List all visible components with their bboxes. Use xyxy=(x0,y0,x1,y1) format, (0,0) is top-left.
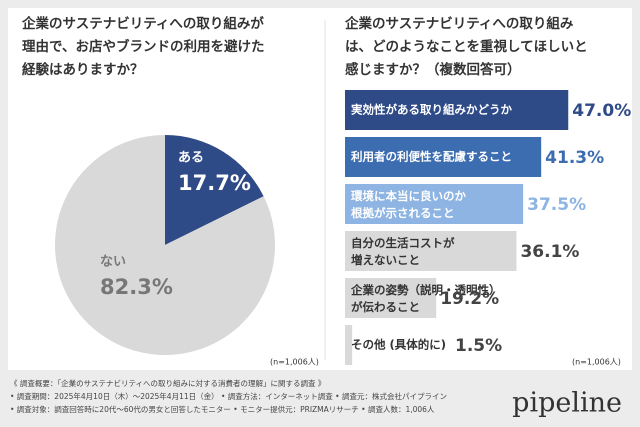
value-label: 19.2% xyxy=(440,289,499,309)
logo: pipeline xyxy=(512,388,622,419)
bar xyxy=(345,90,569,130)
value-label: 37.5% xyxy=(527,195,586,215)
slice-label: ない xyxy=(100,255,126,270)
chart-title: 企業のサステナビリティへの取り組みが理由で、お店やブランドの利用を避けた経験はあ… xyxy=(21,15,264,78)
slice-value: 17.7% xyxy=(178,171,251,195)
bar-label: 企業の姿勢（説明・透明性）が伝わること xyxy=(350,283,501,314)
bar-label: 環境に本当に良いのか根拠が示されること xyxy=(351,189,466,220)
sample-note: (n=1,006人) xyxy=(572,358,621,367)
value-label: 47.0% xyxy=(572,101,631,121)
bar xyxy=(345,231,517,271)
pie-slice xyxy=(54,135,276,355)
bar-label: 自分の生活コストが増えないこと xyxy=(351,236,455,267)
value-label: 41.3% xyxy=(545,148,604,168)
value-label: 36.1% xyxy=(520,242,579,262)
bar-label: 実効性がある取り組みかどうか xyxy=(351,103,512,117)
bar xyxy=(345,325,353,365)
bar xyxy=(345,184,524,224)
sample-note: (n=1,006人) xyxy=(270,358,319,367)
pie-slice xyxy=(165,135,264,245)
bar xyxy=(345,278,437,318)
slice-label: ある xyxy=(178,151,204,166)
footer-line: • 調査対象：調査回答時に20代〜60代の男女と回答したモニター • モニター提… xyxy=(10,404,435,414)
footer-line: 《 調査概要：「企業のサステナビリティへの取り組みに対する消費者の理解」に関する… xyxy=(10,378,325,388)
slice-value: 82.3% xyxy=(100,275,173,299)
bar-label: その他 (具体的に) xyxy=(351,338,446,352)
footer-line: • 調査期間：2025年4月10日（木）〜2025年4月11日（金） • 調査方… xyxy=(10,391,447,401)
chart-title: 企業のサステナビリティへの取り組みは、どのようなことを重視してほしいと感じますか… xyxy=(344,15,588,78)
bar xyxy=(345,137,542,177)
bar-label: 利用者の利便性を配慮すること xyxy=(350,150,512,164)
value-label: 1.5% xyxy=(455,336,502,356)
